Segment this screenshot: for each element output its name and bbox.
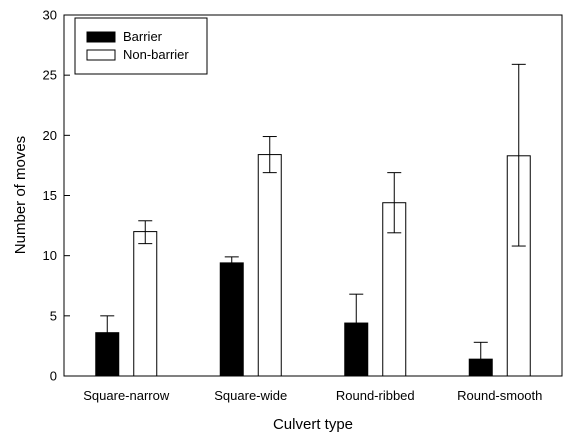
x-tick-label: Square-narrow: [83, 388, 170, 403]
y-tick-label: 25: [43, 68, 57, 83]
y-tick-label: 15: [43, 188, 57, 203]
legend-label-barrier: Barrier: [123, 29, 163, 44]
y-tick-label: 20: [43, 128, 57, 143]
x-tick-label: Square-wide: [214, 388, 287, 403]
y-tick-label: 0: [50, 369, 57, 384]
bar-barrier-3: [468, 358, 493, 377]
error-bars-layer: [100, 63, 526, 360]
y-tick-label: 30: [43, 8, 57, 23]
x-tick-label: Round-ribbed: [336, 388, 415, 403]
y-axis-title: Number of moves: [12, 136, 29, 254]
bar-barrier-1: [219, 262, 244, 377]
bar-non-barrier-0: [133, 231, 158, 377]
x-axis-title: Culvert type: [273, 416, 353, 433]
y-axis: 0 5 10 15 20 25 30: [43, 8, 70, 384]
legend-swatch-non-barrier: [86, 49, 116, 61]
y-tick-label: 10: [43, 248, 57, 263]
bar-barrier-0: [95, 332, 120, 377]
legend-label-non-barrier: Non-barrier: [123, 47, 189, 62]
y-tick-label: 5: [50, 308, 57, 323]
x-tick-label: Round-smooth: [457, 388, 542, 403]
bar-non-barrier-1: [257, 154, 282, 377]
legend-box: [74, 17, 208, 75]
x-axis: Square-narrow Square-wide Round-ribbed Roun…: [83, 388, 542, 403]
legend-swatch-barrier: [86, 31, 116, 43]
legend: Barrier Non-barrier: [74, 17, 208, 75]
bar-barrier-2: [344, 322, 369, 377]
bars-layer: [95, 154, 531, 377]
